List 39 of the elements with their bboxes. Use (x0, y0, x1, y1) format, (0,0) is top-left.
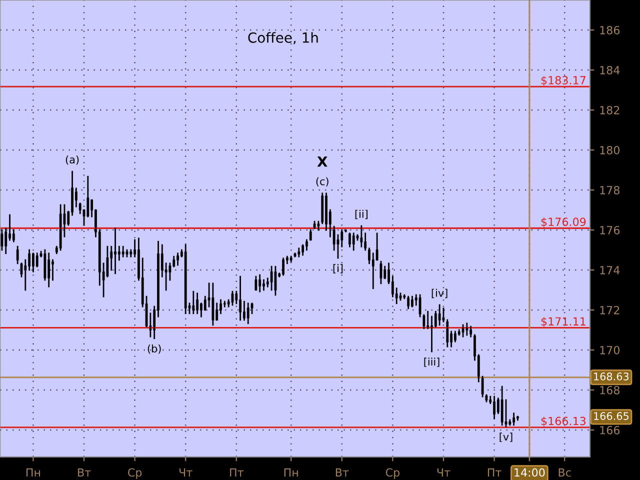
annotation: (b) (148, 344, 161, 354)
ref-line-label: $171.11 (541, 317, 586, 328)
annotation: [iv] (432, 288, 448, 298)
text: Coffee, 1h (248, 32, 318, 44)
annotation: 168.63 (594, 372, 629, 380)
y-tick-label: 176 (600, 226, 620, 234)
y-tick-label: 182 (600, 106, 620, 114)
annotation: [iii] (424, 358, 440, 367)
annotation: X (317, 156, 328, 167)
x-tick-label: 14:00 (514, 468, 545, 477)
y-tick-label: 174 (600, 266, 620, 274)
annotation: [i] (333, 264, 343, 274)
y-tick-label: 180 (600, 146, 620, 154)
y-tick-label: 178 (600, 186, 620, 194)
annotation: (c) (316, 177, 328, 187)
y-tick-label: 170 (600, 346, 620, 354)
x-tick-label: Вт (78, 468, 91, 477)
y-tick-label: 168 (600, 386, 620, 394)
ref-line-label: $166.13 (541, 416, 586, 427)
ref-line-label: $183.17 (541, 76, 586, 86)
y-tick-label: 172 (600, 306, 620, 314)
x-tick-label: Вт (336, 468, 349, 477)
y-tick-label: 184 (600, 66, 620, 74)
x-tick-label: Пн (26, 468, 40, 477)
ref-line-label: $176.09 (541, 217, 586, 228)
annotation: [v] (500, 432, 512, 442)
y-tick-label: 186 (600, 26, 620, 34)
x-tick-label: Чт (437, 468, 450, 477)
y-tick-label: 166 (600, 426, 620, 434)
x-tick-label: Пт (230, 468, 244, 477)
x-tick-label: Ср (386, 468, 400, 479)
x-tick-label: Вс (558, 468, 571, 477)
x-tick-label: Ср (128, 468, 142, 479)
x-tick-label: Чт (180, 468, 192, 477)
annotation: 166.65 (594, 412, 628, 420)
annotation: [ii] (355, 210, 368, 220)
x-tick-label: Пт (488, 468, 502, 477)
x-tick-label: Пн (284, 468, 298, 477)
annotation: (a) (66, 155, 79, 165)
